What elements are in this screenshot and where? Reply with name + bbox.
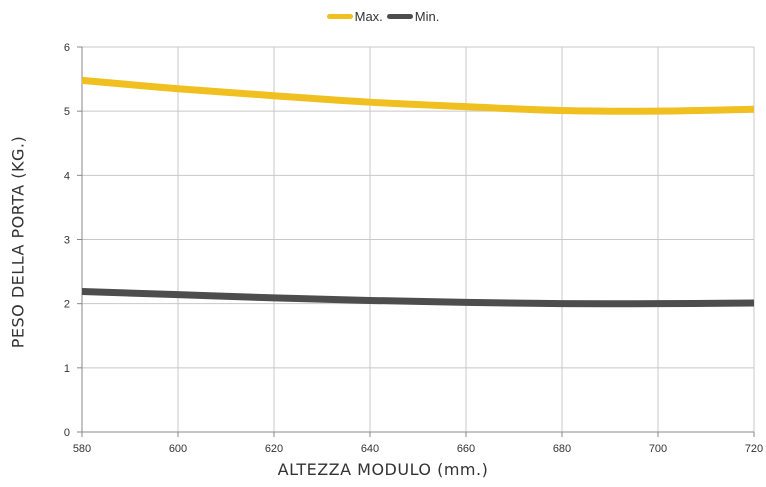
x-tick-label-6: 700 [649, 443, 667, 455]
legend-item-max: Max. [326, 9, 383, 24]
x-tick-label-0: 580 [73, 443, 91, 455]
y-tick-label-1: 1 [64, 363, 70, 375]
chart-legend: Max. Min. [0, 9, 766, 24]
legend-swatch-max [326, 14, 353, 19]
x-tick-label-7: 720 [745, 443, 763, 455]
x-tick-label-3: 640 [361, 443, 379, 455]
legend-label-max: Max. [354, 9, 383, 24]
series-line-max [81, 76, 755, 115]
legend-swatch-min [386, 14, 413, 19]
x-tick-label-4: 660 [457, 443, 475, 455]
series-line-min [81, 287, 755, 308]
legend-item-min: Min. [386, 9, 440, 24]
x-axis-label: ALTEZZA MODULO (mm.) [277, 460, 489, 479]
y-tick-label-6: 6 [64, 42, 70, 54]
y-tick-label-3: 3 [64, 235, 70, 247]
x-tick-label-1: 600 [169, 443, 187, 455]
legend-label-min: Min. [414, 9, 440, 24]
y-tick-label-0: 0 [64, 427, 70, 439]
y-axis-label: PESO DELLA PORTA (KG.) [8, 135, 28, 349]
y-tick-label-5: 5 [64, 106, 70, 118]
x-tick-label-2: 620 [265, 443, 283, 455]
y-tick-label-4: 4 [64, 170, 70, 182]
y-tick-label-2: 2 [64, 299, 70, 311]
x-tick-label-5: 680 [553, 443, 571, 455]
